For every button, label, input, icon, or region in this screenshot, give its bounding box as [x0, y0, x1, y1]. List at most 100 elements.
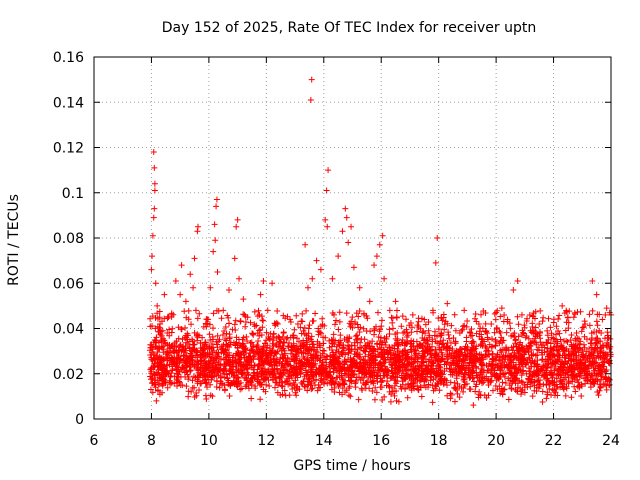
data-point — [187, 271, 194, 278]
data-point — [161, 291, 168, 298]
data-point — [203, 395, 210, 402]
data-point — [497, 357, 504, 364]
data-point — [152, 280, 159, 287]
data-point — [549, 352, 556, 359]
data-point — [179, 382, 186, 389]
data-point — [362, 381, 369, 388]
data-point — [158, 380, 165, 387]
data-point — [376, 241, 383, 248]
data-point — [304, 284, 311, 291]
data-point — [534, 371, 541, 378]
data-point — [520, 367, 527, 374]
data-point — [499, 370, 506, 377]
data-point — [360, 365, 367, 372]
data-point — [354, 349, 361, 356]
data-point — [523, 370, 530, 377]
data-point — [327, 352, 334, 359]
data-point — [282, 392, 289, 399]
data-point — [343, 337, 350, 344]
data-point — [193, 392, 200, 399]
data-point — [222, 356, 229, 363]
data-point — [389, 362, 396, 369]
data-point — [453, 375, 460, 382]
data-point — [414, 382, 421, 389]
x-tick-label: 8 — [147, 433, 156, 449]
data-point — [151, 164, 158, 171]
data-point — [311, 362, 318, 369]
data-point — [550, 345, 557, 352]
data-point — [183, 368, 190, 375]
x-tick-label: 24 — [602, 433, 620, 449]
data-point — [233, 361, 240, 368]
data-point — [220, 307, 227, 314]
data-point — [251, 308, 258, 315]
data-point — [305, 381, 312, 388]
data-point — [564, 314, 571, 321]
data-point — [265, 377, 272, 384]
y-tick-label: 0.16 — [53, 50, 84, 66]
data-point — [512, 374, 519, 381]
x-tick-label: 10 — [200, 433, 218, 449]
data-point — [223, 341, 230, 348]
data-point — [301, 324, 308, 331]
data-point — [572, 388, 579, 395]
data-point — [393, 387, 400, 394]
data-point — [469, 364, 476, 371]
data-point — [521, 389, 528, 396]
data-point — [477, 392, 484, 399]
x-tick-label: 12 — [257, 433, 275, 449]
data-point — [283, 335, 290, 342]
data-point — [571, 309, 578, 316]
data-point — [167, 381, 174, 388]
data-point — [379, 232, 386, 239]
data-point — [240, 296, 247, 303]
data-point — [443, 382, 450, 389]
data-point — [601, 351, 608, 358]
data-point — [357, 356, 364, 363]
data-point — [515, 333, 522, 340]
data-point — [352, 380, 359, 387]
data-point — [368, 343, 375, 350]
data-point — [462, 352, 469, 359]
data-point — [378, 384, 385, 391]
data-point — [582, 359, 589, 366]
data-point — [286, 339, 293, 346]
y-tick-label: 0.02 — [53, 367, 84, 383]
data-point — [416, 378, 423, 385]
data-point — [266, 345, 273, 352]
data-point — [199, 364, 206, 371]
x-axis-label: GPS time / hours — [293, 458, 410, 474]
data-point — [394, 348, 401, 355]
data-point — [234, 216, 241, 223]
data-point — [239, 371, 246, 378]
data-point — [208, 354, 215, 361]
data-point — [598, 373, 605, 380]
data-point — [202, 373, 209, 380]
data-point — [607, 353, 614, 360]
data-point — [324, 380, 331, 387]
data-point — [492, 316, 499, 323]
data-point — [171, 359, 178, 366]
data-point — [325, 167, 332, 174]
data-point — [209, 349, 216, 356]
data-point — [512, 336, 519, 343]
data-point — [203, 343, 210, 350]
data-point — [579, 353, 586, 360]
data-point — [256, 332, 263, 339]
data-point — [282, 355, 289, 362]
data-point — [477, 359, 484, 366]
data-point — [250, 355, 257, 362]
data-point — [539, 388, 546, 395]
data-point — [408, 373, 415, 380]
data-point — [489, 387, 496, 394]
data-point — [451, 311, 458, 318]
data-point — [548, 391, 555, 398]
data-point — [560, 374, 567, 381]
data-point — [420, 359, 427, 366]
data-point — [182, 352, 189, 359]
data-point — [355, 396, 362, 403]
data-point — [204, 384, 211, 391]
data-point — [374, 371, 381, 378]
data-point — [389, 319, 396, 326]
